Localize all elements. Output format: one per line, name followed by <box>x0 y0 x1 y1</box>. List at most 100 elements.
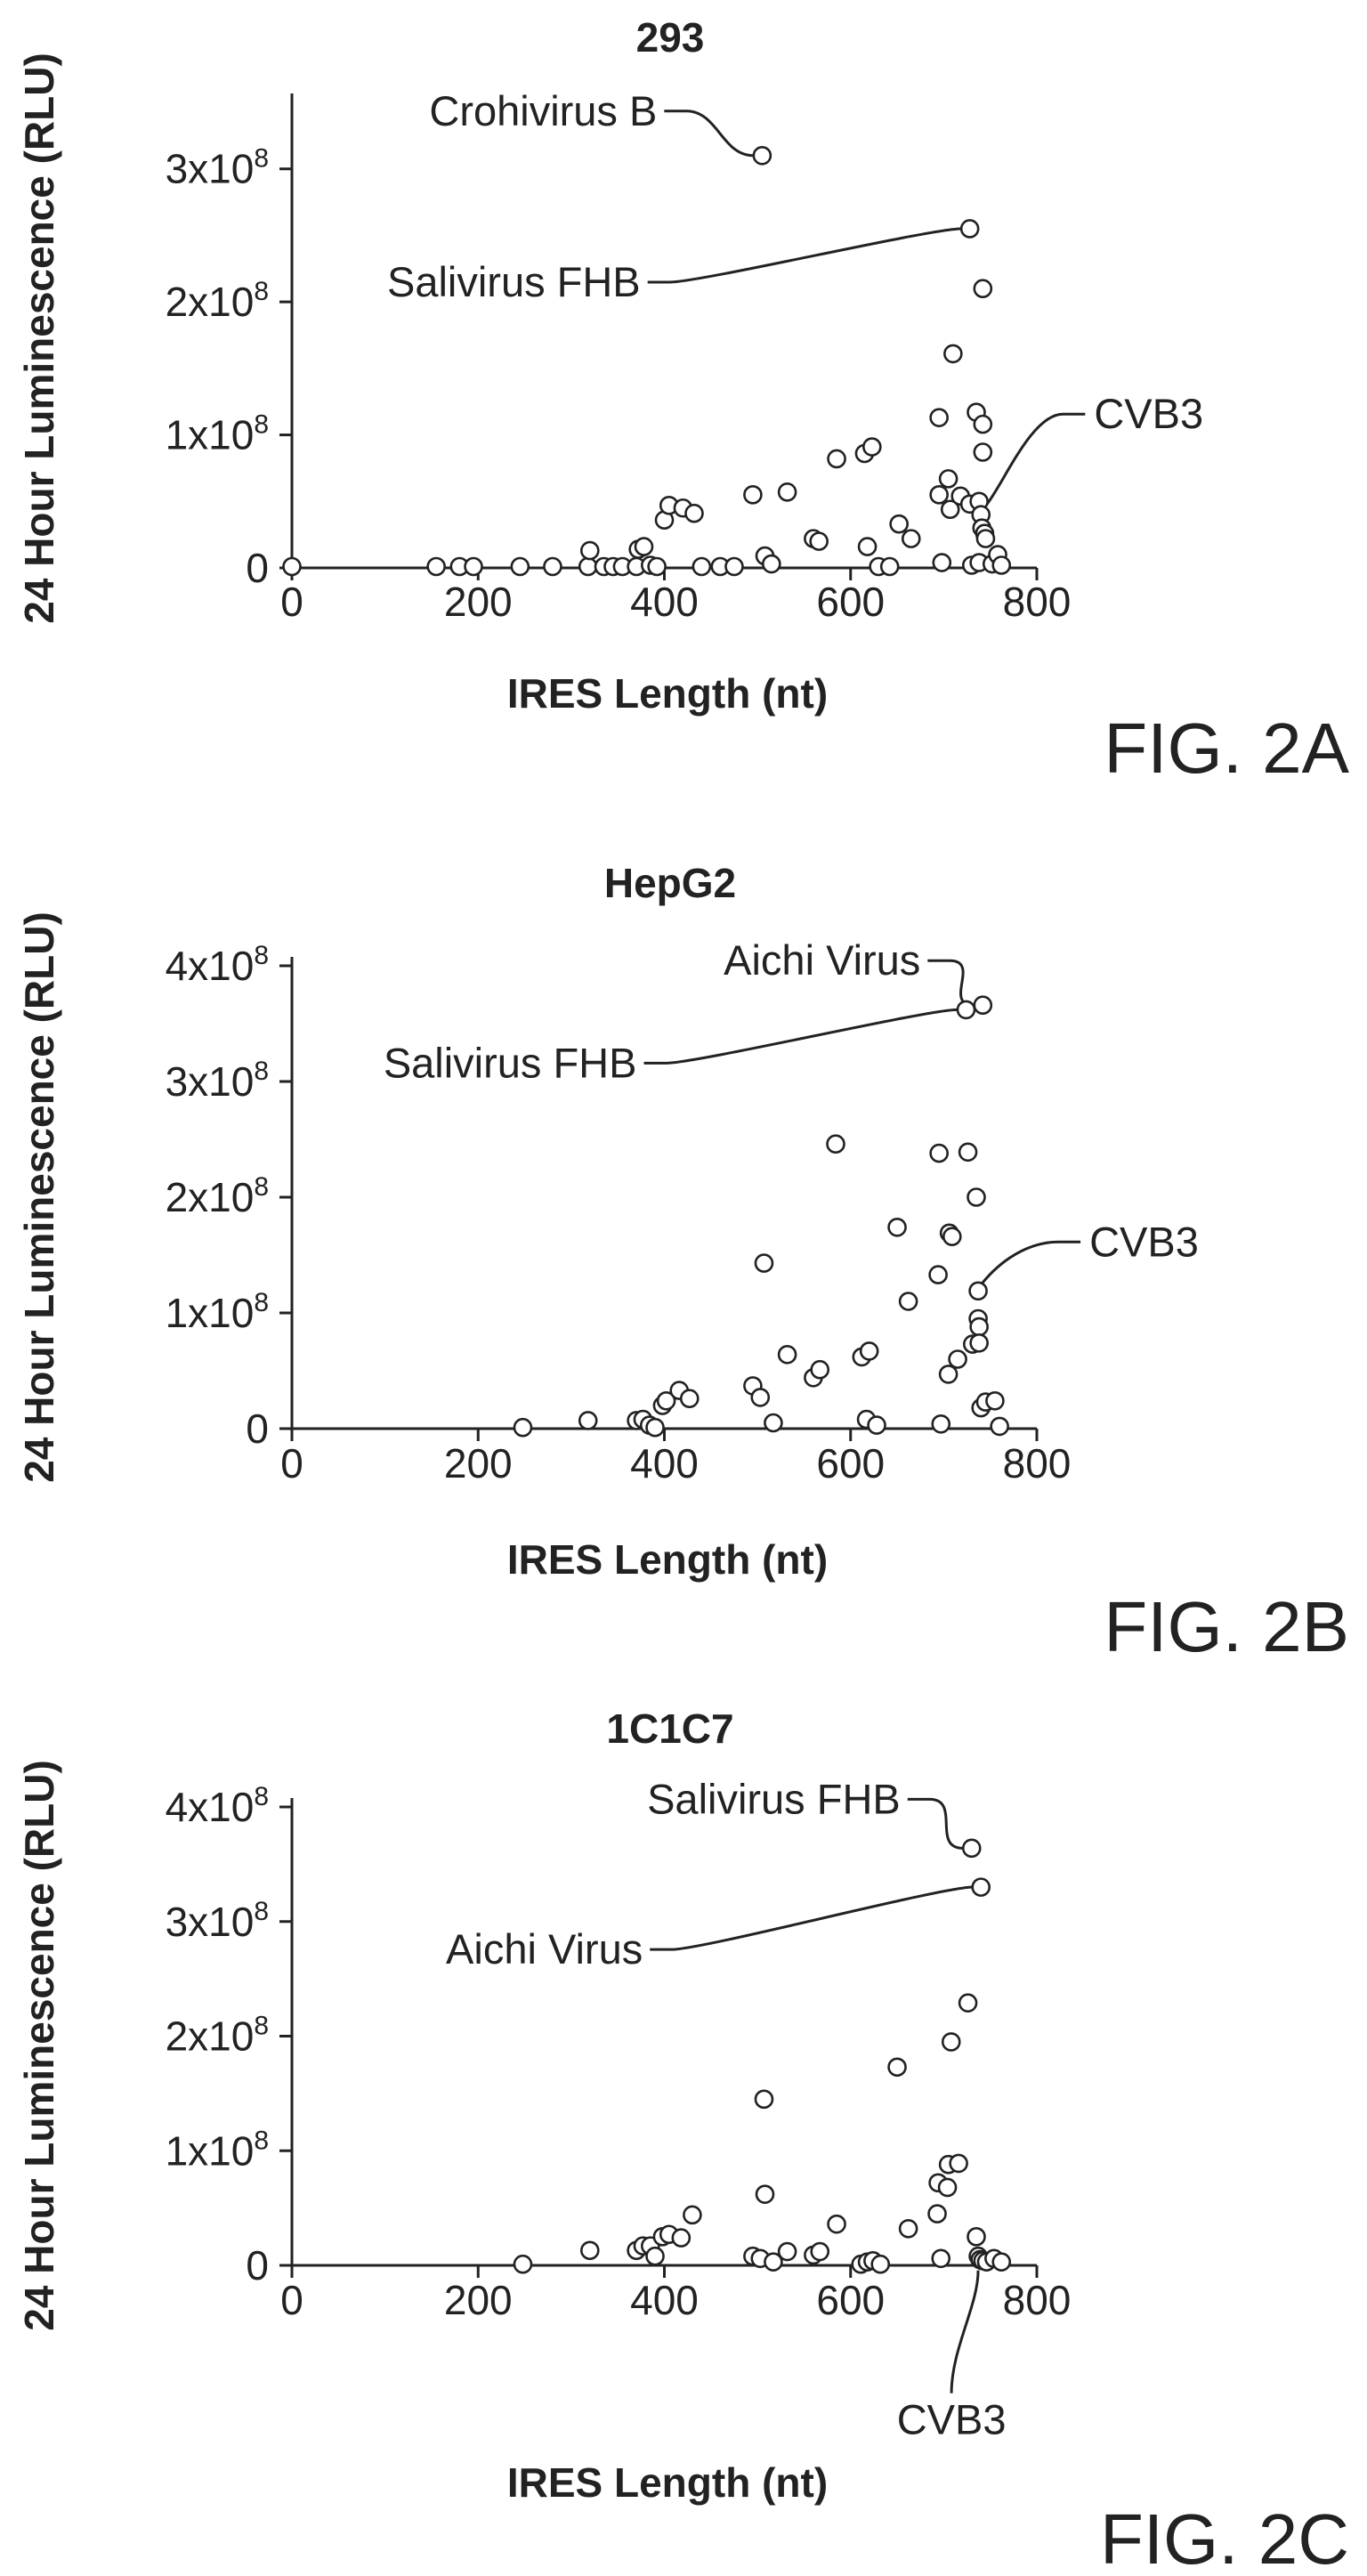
data-point <box>579 2240 600 2261</box>
data-point <box>754 2089 774 2110</box>
x-tick-label: 800 <box>1003 579 1072 625</box>
data-point <box>750 1388 771 1407</box>
data-point <box>579 540 600 561</box>
x-tick-label: 0 <box>280 1440 303 1486</box>
data-point <box>692 556 712 577</box>
data-point <box>973 442 993 462</box>
data-point <box>927 2204 947 2224</box>
data-point <box>282 556 302 577</box>
data-point <box>991 555 1012 575</box>
data-point <box>931 1414 951 1434</box>
y-tick-label: 0 <box>246 1405 269 1452</box>
data-point <box>754 1253 774 1273</box>
annotation-label: Salivirus FHB <box>384 1039 637 1086</box>
figure-label: FIG. 2C <box>1100 2499 1349 2576</box>
data-point <box>961 1838 982 1859</box>
annotations: Aichi Virus Salivirus FHB CVB3 <box>384 936 1199 1265</box>
data-point <box>777 1345 797 1365</box>
x-tick-label: 600 <box>816 2277 885 2323</box>
annotation-leader-line <box>950 2270 980 2394</box>
axes: 0 200 400 600 800 0 1x108 2x108 3x108 <box>166 93 1072 625</box>
data-point <box>867 1415 886 1435</box>
data-points <box>513 995 1009 1438</box>
data-point <box>941 2032 961 2052</box>
data-point <box>827 2214 846 2234</box>
annotation-label: CVB3 <box>897 2396 1007 2443</box>
data-point <box>985 1391 1005 1411</box>
data-point <box>940 499 960 520</box>
data-point <box>901 529 921 548</box>
figure-label: FIG. 2B <box>1104 1587 1349 1666</box>
data-point <box>932 553 952 572</box>
data-point <box>777 482 797 502</box>
data-point <box>645 2246 665 2266</box>
data-point <box>958 1993 978 2013</box>
data-point <box>862 437 882 457</box>
panel-b: HepG2 24 Hour Luminescence (RLU) IRES Le… <box>16 860 1349 1666</box>
y-tick-label: 1x108 <box>166 2126 269 2174</box>
figure-label: FIG. 2A <box>1104 709 1349 788</box>
data-point <box>929 1143 949 1163</box>
x-tick-label: 800 <box>1003 1440 1072 1486</box>
data-point <box>671 2228 692 2248</box>
data-point <box>752 145 772 166</box>
annotation-label: Salivirus FHB <box>387 258 641 305</box>
data-point <box>543 556 562 577</box>
x-tick-label: 200 <box>444 579 513 625</box>
data-point <box>949 2153 968 2174</box>
x-tick-label: 400 <box>630 579 699 625</box>
x-tick-label: 400 <box>630 1440 699 1486</box>
data-point <box>870 2254 891 2274</box>
data-point <box>810 2241 830 2262</box>
data-point <box>743 485 763 505</box>
data-point <box>679 1389 700 1408</box>
y-tick-label: 1x108 <box>166 410 269 458</box>
data-point <box>975 529 996 548</box>
x-tick-label: 0 <box>280 579 303 625</box>
data-point <box>683 2205 702 2225</box>
data-point <box>777 2241 797 2262</box>
y-tick-label: 3x108 <box>166 144 269 192</box>
data-point <box>857 537 878 556</box>
annotations: Crohivirus B Salivirus FHB CVB3 <box>387 87 1203 437</box>
data-point <box>967 2227 986 2247</box>
annotation-leader-line <box>643 1008 958 1065</box>
data-point <box>948 1349 967 1369</box>
data-point <box>973 414 993 434</box>
data-point <box>513 2254 533 2274</box>
data-point <box>990 1416 1009 1437</box>
x-tick-label: 800 <box>1003 2277 1072 2323</box>
data-point <box>724 556 744 577</box>
annotation-label: Crohivirus B <box>429 87 657 134</box>
data-point <box>938 1365 959 1384</box>
data-point <box>973 995 993 1015</box>
data-points <box>282 145 1012 577</box>
annotation-leaders <box>650 1797 980 2394</box>
data-point <box>887 2057 907 2078</box>
data-point <box>973 279 993 299</box>
annotation-leader-line <box>650 1885 973 1951</box>
data-point <box>827 449 846 469</box>
x-tick-label: 200 <box>444 2277 513 2323</box>
data-point <box>931 2248 951 2269</box>
data-point <box>929 485 949 505</box>
data-point <box>959 219 980 239</box>
y-tick-label: 0 <box>246 2242 269 2288</box>
data-point <box>656 1391 676 1411</box>
annotation-label: CVB3 <box>1089 1218 1199 1265</box>
data-point <box>969 1333 989 1353</box>
y-tick-label: 2x108 <box>166 277 269 325</box>
data-point <box>510 556 530 577</box>
data-point <box>938 469 959 489</box>
annotation-leaders <box>647 109 1086 506</box>
data-point <box>991 2252 1012 2272</box>
annotation-label: Salivirus FHB <box>647 1775 901 1822</box>
data-point <box>826 1134 845 1154</box>
panel-c: 1C1C7 24 Hour Luminescence (RLU) IRES Le… <box>16 1705 1349 2576</box>
y-tick-label: 2x108 <box>166 2012 269 2060</box>
data-point <box>764 1413 783 1433</box>
data-point <box>764 2252 783 2272</box>
data-point <box>889 514 909 534</box>
data-point <box>513 1417 533 1438</box>
y-tick-label: 3x108 <box>166 1057 269 1105</box>
